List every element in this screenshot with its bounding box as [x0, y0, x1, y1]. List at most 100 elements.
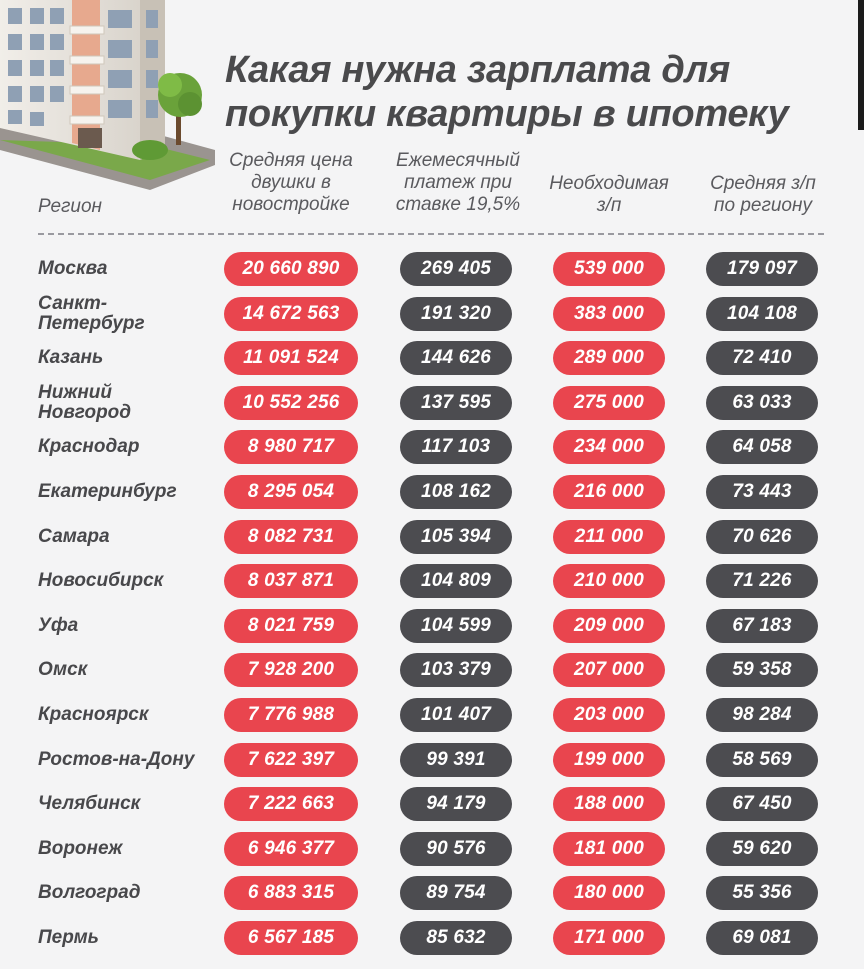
avg-salary-pill: 67 183 [706, 609, 818, 643]
required-salary-pill: 188 000 [553, 787, 665, 821]
payment-pill: 103 379 [400, 653, 512, 687]
table-row: Нижний Новгород 10 552 256 137 595 275 000 63… [0, 383, 864, 423]
payment-pill: 144 626 [400, 341, 512, 375]
table-row: Красноярск 7 776 988 101 407 203 000 98 284 [0, 695, 864, 735]
table-row: Пермь 6 567 185 85 632 171 000 69 081 [0, 918, 864, 958]
avg-salary-pill: 72 410 [706, 341, 818, 375]
required-salary-pill: 275 000 [553, 386, 665, 420]
avg-salary-pill: 73 443 [706, 475, 818, 509]
payment-pill: 137 595 [400, 386, 512, 420]
price-pill: 7 776 988 [224, 698, 358, 732]
region-name: Воронеж [38, 838, 123, 859]
required-salary-pill: 210 000 [553, 564, 665, 598]
required-salary-pill: 539 000 [553, 252, 665, 286]
region-name: Уфа [38, 615, 79, 636]
region-name: Омск [38, 659, 88, 680]
table-row: Краснодар 8 980 717 117 103 234 000 64 058 [0, 427, 864, 467]
avg-salary-pill: 179 097 [706, 252, 818, 286]
region-name: Нижний Новгород [38, 382, 132, 423]
price-pill: 8 037 871 [224, 564, 358, 598]
price-pill: 11 091 524 [224, 341, 358, 375]
region-name: Красноярск [38, 704, 149, 725]
required-salary-pill: 199 000 [553, 743, 665, 777]
region-name: Новосибирск [38, 570, 164, 591]
price-pill: 6 946 377 [224, 832, 358, 866]
price-pill: 14 672 563 [224, 297, 358, 331]
payment-pill: 191 320 [400, 297, 512, 331]
price-pill: 7 222 663 [224, 787, 358, 821]
price-pill: 7 622 397 [224, 743, 358, 777]
price-pill: 8 082 731 [224, 520, 358, 554]
avg-salary-pill: 55 356 [706, 876, 818, 910]
page-title: Какая нужна зарплата для покупки квартир… [225, 48, 845, 136]
payment-pill: 85 632 [400, 921, 512, 955]
region-name: Пермь [38, 927, 99, 948]
required-salary-pill: 171 000 [553, 921, 665, 955]
title-line-1: Какая нужна зарплата для [225, 49, 730, 91]
payment-pill: 269 405 [400, 252, 512, 286]
table-row: Уфа 8 021 759 104 599 209 000 67 183 [0, 606, 864, 646]
table-row: Волгоград 6 883 315 89 754 180 000 55 356 [0, 873, 864, 913]
price-pill: 20 660 890 [224, 252, 358, 286]
payment-pill: 104 599 [400, 609, 512, 643]
required-salary-pill: 180 000 [553, 876, 665, 910]
price-pill: 7 928 200 [224, 653, 358, 687]
required-salary-pill: 209 000 [553, 609, 665, 643]
header-price: Средняя цена двушки в новостройке [229, 150, 353, 215]
avg-salary-pill: 59 358 [706, 653, 818, 687]
table-row: Москва 20 660 890 269 405 539 000 179 097 [0, 249, 864, 289]
price-pill: 8 980 717 [224, 430, 358, 464]
required-salary-pill: 181 000 [553, 832, 665, 866]
region-name: Краснодар [38, 436, 140, 457]
price-pill: 8 295 054 [224, 475, 358, 509]
payment-pill: 108 162 [400, 475, 512, 509]
payment-pill: 99 391 [400, 743, 512, 777]
region-name: Санкт- Петербург [38, 293, 145, 334]
required-salary-pill: 383 000 [553, 297, 665, 331]
region-name: Москва [38, 258, 108, 279]
avg-salary-pill: 71 226 [706, 564, 818, 598]
required-salary-pill: 216 000 [553, 475, 665, 509]
price-pill: 6 883 315 [224, 876, 358, 910]
table-row: Новосибирск 8 037 871 104 809 210 000 71 226 [0, 561, 864, 601]
avg-salary-pill: 59 620 [706, 832, 818, 866]
table-row: Ростов-на-Дону 7 622 397 99 391 199 000 58 5… [0, 740, 864, 780]
required-salary-pill: 211 000 [553, 520, 665, 554]
avg-salary-pill: 104 108 [706, 297, 818, 331]
region-name: Самара [38, 526, 110, 547]
price-pill: 8 021 759 [224, 609, 358, 643]
avg-salary-pill: 69 081 [706, 921, 818, 955]
table-row: Омск 7 928 200 103 379 207 000 59 358 [0, 650, 864, 690]
table-row: Челябинск 7 222 663 94 179 188 000 67 450 [0, 784, 864, 824]
required-salary-pill: 207 000 [553, 653, 665, 687]
avg-salary-pill: 67 450 [706, 787, 818, 821]
header-required-salary: Необходимая з/п [549, 173, 669, 216]
table-row: Казань 11 091 524 144 626 289 000 72 410 [0, 338, 864, 378]
payment-pill: 89 754 [400, 876, 512, 910]
required-salary-pill: 289 000 [553, 341, 665, 375]
table-row: Самара 8 082 731 105 394 211 000 70 626 [0, 517, 864, 557]
header-avg-salary: Средняя з/п по региону [710, 173, 816, 216]
table-row: Воронеж 6 946 377 90 576 181 000 59 620 [0, 829, 864, 869]
apartment-building-illustration [0, 0, 215, 190]
payment-pill: 90 576 [400, 832, 512, 866]
payment-pill: 117 103 [400, 430, 512, 464]
avg-salary-pill: 63 033 [706, 386, 818, 420]
avg-salary-pill: 64 058 [706, 430, 818, 464]
payment-pill: 105 394 [400, 520, 512, 554]
payment-pill: 104 809 [400, 564, 512, 598]
region-name: Казань [38, 347, 104, 368]
header-divider [38, 233, 824, 235]
region-name: Волгоград [38, 882, 141, 903]
table-row: Санкт- Петербург 14 672 563 191 320 383 000 1… [0, 294, 864, 334]
avg-salary-pill: 98 284 [706, 698, 818, 732]
price-pill: 6 567 185 [224, 921, 358, 955]
title-line-2: покупки квартиры в ипотеку [225, 93, 789, 135]
region-name: Екатеринбург [38, 481, 177, 502]
price-pill: 10 552 256 [224, 386, 358, 420]
avg-salary-pill: 58 569 [706, 743, 818, 777]
payment-pill: 94 179 [400, 787, 512, 821]
required-salary-pill: 234 000 [553, 430, 665, 464]
required-salary-pill: 203 000 [553, 698, 665, 732]
